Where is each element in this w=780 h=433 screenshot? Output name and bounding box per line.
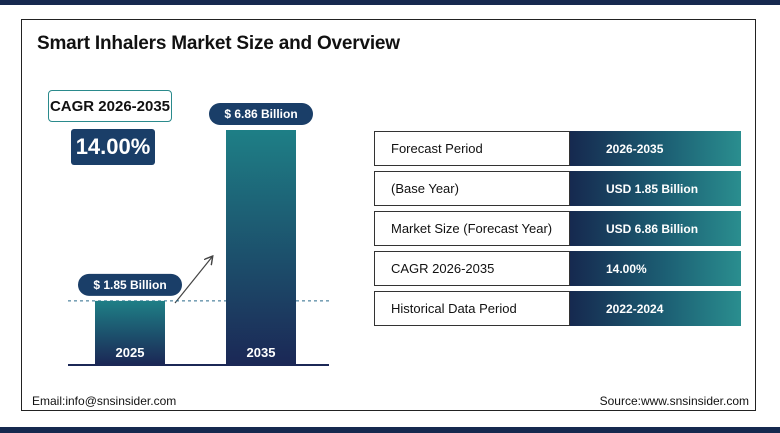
footer-email: Email:info@snsinsider.com — [32, 394, 177, 408]
row-value: 14.00% — [570, 251, 741, 286]
cagr-value-badge: 14.00% — [71, 129, 155, 165]
table-row: CAGR 2026-2035 14.00% — [374, 251, 741, 286]
category-label: 2035 — [247, 345, 276, 360]
row-label: Market Size (Forecast Year) — [374, 211, 570, 246]
table-row: Historical Data Period 2022-2024 — [374, 291, 741, 326]
data-label: $ 6.86 Billion — [224, 107, 297, 121]
data-label-pill — [78, 273, 182, 296]
row-label: Forecast Period — [374, 131, 570, 166]
bottom-accent-bar — [0, 427, 780, 433]
top-accent-bar — [0, 0, 780, 5]
data-label: $ 1.85 Billion — [93, 278, 166, 292]
table-row: (Base Year) USD 1.85 Billion — [374, 171, 741, 206]
row-value: 2022-2024 — [570, 291, 741, 326]
footer-source: Source:www.snsinsider.com — [599, 394, 749, 408]
category-label: 2025 — [116, 345, 145, 360]
row-value: 2026-2035 — [570, 131, 741, 166]
row-value: USD 6.86 Billion — [570, 211, 741, 246]
content-frame — [21, 19, 756, 411]
row-value: USD 1.85 Billion — [570, 171, 741, 206]
data-label-pill — [209, 103, 313, 125]
growth-arrow-icon — [174, 257, 212, 304]
table-row: Market Size (Forecast Year) USD 6.86 Bil… — [374, 211, 741, 246]
row-label: (Base Year) — [374, 171, 570, 206]
row-label: Historical Data Period — [374, 291, 570, 326]
table-row: Forecast Period 2026-2035 — [374, 131, 741, 166]
cagr-label-box: CAGR 2026-2035 — [48, 90, 172, 122]
bar-2035 — [226, 130, 296, 364]
bar-2025 — [95, 300, 165, 364]
page-title: Smart Inhalers Market Size and Overview — [37, 33, 400, 54]
row-label: CAGR 2026-2035 — [374, 251, 570, 286]
